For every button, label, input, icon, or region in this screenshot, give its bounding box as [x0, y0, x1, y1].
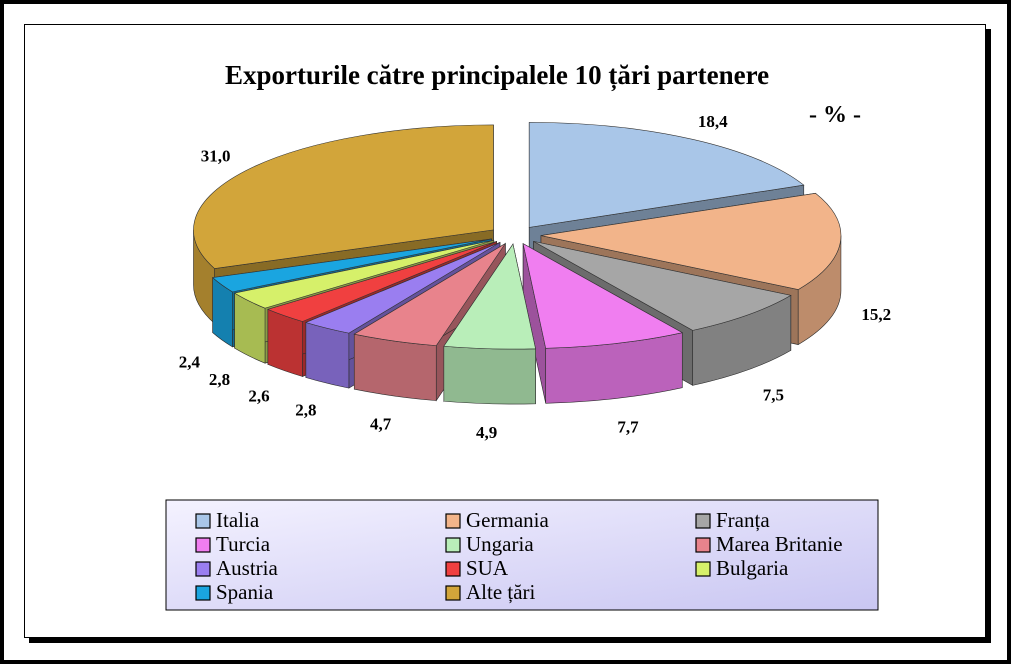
- slice-top: [266, 241, 497, 322]
- legend-swatch: [695, 561, 711, 577]
- legend-label: Spania: [216, 580, 274, 604]
- slice-shade: [305, 322, 349, 389]
- slice-top: [533, 241, 792, 331]
- data-label: 2,8: [209, 370, 230, 389]
- slice-shade: [354, 334, 437, 401]
- slice-shade: [193, 229, 215, 324]
- legend-label: Italia: [216, 508, 260, 532]
- slice-top: [193, 124, 494, 269]
- legend-label: Alte țări: [466, 580, 536, 604]
- legend-swatch: [695, 537, 711, 553]
- slice: [443, 243, 536, 405]
- legend-swatch: [445, 537, 461, 553]
- slice-top: [522, 243, 684, 349]
- legend-label: Ungaria: [466, 532, 534, 556]
- legend-label: Bulgaria: [716, 556, 789, 580]
- legend-swatch: [195, 585, 211, 601]
- slice-top: [528, 122, 805, 228]
- slice-shade: [798, 235, 841, 345]
- data-label: 7,5: [763, 386, 784, 405]
- slice-top: [233, 239, 494, 309]
- legend-label: Austria: [216, 556, 279, 580]
- data-label: 4,7: [370, 415, 392, 434]
- slice-top: [443, 243, 536, 350]
- legend-label: SUA: [466, 556, 509, 580]
- legend-swatch: [445, 585, 461, 601]
- slice-top: [353, 243, 506, 346]
- slice-top: [304, 242, 501, 334]
- slice-top: [540, 192, 842, 290]
- legend-swatch: [695, 513, 711, 529]
- data-label: 2,8: [295, 400, 316, 419]
- data-label: 7,7: [617, 417, 639, 436]
- chart-title: Exporturile către principalele 10 țări p…: [225, 60, 769, 91]
- data-label: 15,2: [861, 305, 891, 324]
- legend-swatch: [195, 513, 211, 529]
- slice-shade: [692, 295, 791, 386]
- slice-shade: [212, 277, 233, 347]
- slice-shade: [234, 293, 266, 364]
- data-label: 2,4: [179, 352, 201, 371]
- legend-label: Marea Britanie: [716, 532, 843, 556]
- slice: [522, 243, 684, 404]
- slice-shade: [443, 346, 536, 405]
- legend-box: [165, 499, 879, 611]
- legend-swatch: [445, 561, 461, 577]
- legend-label: Turcia: [216, 532, 271, 556]
- data-label: 31,0: [201, 147, 231, 166]
- data-label: 2,6: [248, 386, 269, 405]
- slice-shade: [523, 243, 546, 404]
- legend-swatch: [445, 513, 461, 529]
- legend-swatch: [195, 537, 211, 553]
- legend-label: Franța: [716, 508, 770, 532]
- slice-top: [211, 238, 492, 293]
- legend-swatch: [195, 561, 211, 577]
- data-label: 4,9: [476, 423, 497, 442]
- slice-shade: [545, 332, 683, 404]
- data-label: 18,4: [698, 112, 728, 131]
- slice-shade: [267, 309, 303, 377]
- chart-subtitle: - % -: [809, 102, 861, 128]
- legend-label: Germania: [466, 508, 549, 532]
